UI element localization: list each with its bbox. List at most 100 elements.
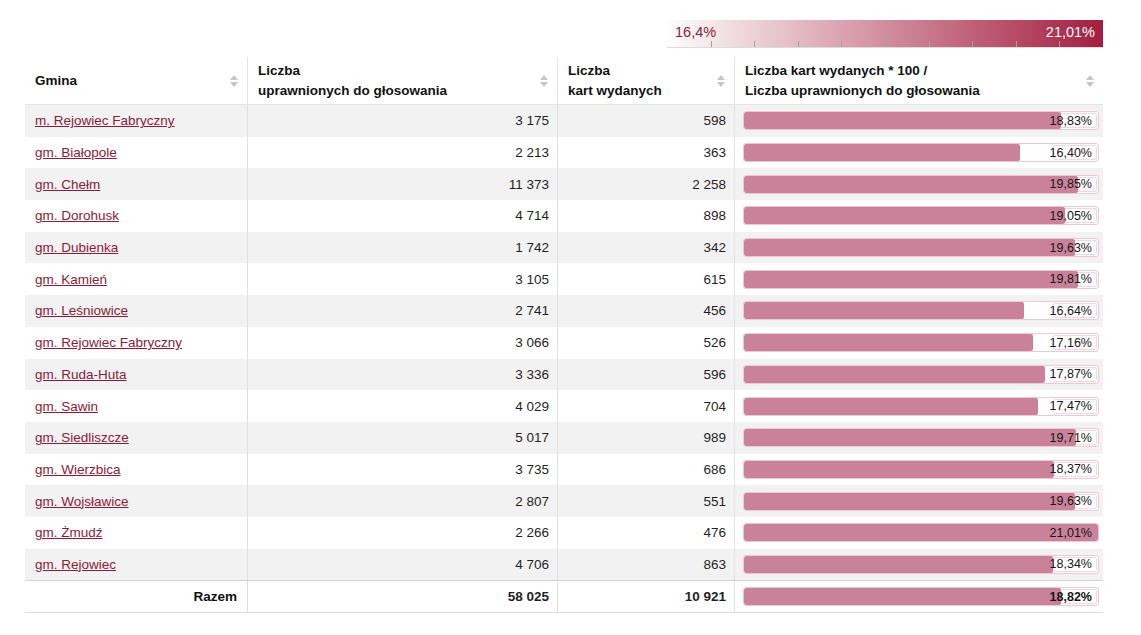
karty-value: 898: [703, 208, 726, 223]
uprawnieni-value: 11 373: [509, 177, 549, 192]
percent-bar-fill: [744, 493, 1075, 510]
karty-value: 476: [703, 525, 726, 540]
karty-cell: 596: [558, 359, 735, 391]
percent-bar: 17,16%: [743, 333, 1099, 352]
karty-value: 598: [703, 113, 726, 128]
gmina-link[interactable]: gm. Leśniowice: [35, 303, 128, 318]
uprawnieni-cell: 11 373: [248, 168, 558, 200]
table-body: m. Rejowiec Fabryczny 3 175 598 18,83% g…: [25, 105, 1103, 580]
percent-bar-fill: [744, 398, 1038, 415]
sort-icon[interactable]: [1086, 75, 1094, 87]
column-header-procent[interactable]: Liczba kart wydanych * 100 /Liczba upraw…: [735, 57, 1103, 104]
table-row: gm. Sawin 4 029 704 17,47%: [25, 390, 1103, 422]
color-scale-legend: 16,4% 21,01%: [667, 20, 1103, 48]
percent-bar: 19,81%: [743, 270, 1099, 289]
percent-label: 18,83%: [1050, 112, 1092, 129]
karty-value: 989: [703, 430, 726, 445]
column-header-label: Liczba kart wydanych * 100 /Liczba upraw…: [745, 61, 1077, 100]
gmina-link[interactable]: gm. Sawin: [35, 399, 98, 414]
percent-bar: 18,83%: [743, 111, 1099, 130]
karty-cell: 898: [558, 200, 735, 232]
percent-label: 19,85%: [1050, 176, 1092, 193]
karty-cell: 476: [558, 517, 735, 549]
uprawnieni-value: 3 175: [515, 113, 549, 128]
gmina-link[interactable]: gm. Kamień: [35, 272, 107, 287]
uprawnieni-cell: 3 735: [248, 454, 558, 486]
gmina-link[interactable]: gm. Rejowiec: [35, 557, 116, 572]
karty-cell: 598: [558, 105, 735, 137]
table-row: gm. Białopole 2 213 363 16,40%: [25, 137, 1103, 169]
uprawnieni-cell: 2 213: [248, 137, 558, 169]
percent-cell: 17,87%: [735, 359, 1103, 391]
karty-cell: 615: [558, 263, 735, 295]
karty-value: 596: [703, 367, 726, 382]
uprawnieni-value: 3 105: [515, 272, 549, 287]
legend-tick: [972, 41, 973, 47]
legend-max-label: 21,01%: [1046, 24, 1095, 40]
gmina-link[interactable]: gm. Siedliszcze: [35, 430, 129, 445]
karty-cell: 551: [558, 485, 735, 517]
gmina-cell: gm. Kamień: [25, 263, 248, 295]
uprawnieni-cell: 5 017: [248, 422, 558, 454]
gmina-link[interactable]: gm. Ruda-Huta: [35, 367, 127, 382]
uprawnieni-cell: 4 029: [248, 390, 558, 422]
gmina-link[interactable]: gm. Rejowiec Fabryczny: [35, 335, 182, 350]
sort-icon[interactable]: [230, 75, 238, 87]
gmina-link[interactable]: gm. Dorohusk: [35, 208, 119, 223]
percent-bar-fill: [744, 302, 1024, 319]
gmina-link[interactable]: gm. Żmudź: [35, 525, 103, 540]
legend-tick: [711, 41, 712, 47]
sort-icon[interactable]: [540, 75, 548, 87]
karty-value: 704: [703, 399, 726, 414]
percent-label: 18,34%: [1050, 556, 1092, 573]
uprawnieni-cell: 4 714: [248, 200, 558, 232]
percent-bar: 19,05%: [743, 206, 1099, 225]
percent-bar: 17,47%: [743, 397, 1099, 416]
percent-cell: 19,85%: [735, 168, 1103, 200]
gmina-link[interactable]: gm. Wojsławice: [35, 494, 129, 509]
table-row: gm. Rejowiec 4 706 863 18,34%: [25, 549, 1103, 581]
karty-value: 551: [703, 494, 726, 509]
column-header-uprawnieni[interactable]: Liczbauprawnionych do głosowania: [248, 57, 558, 104]
uprawnieni-value: 4 714: [515, 208, 549, 223]
gmina-link[interactable]: m. Rejowiec Fabryczny: [35, 113, 175, 128]
percent-label: 21,01%: [1050, 524, 1092, 541]
gmina-link[interactable]: gm. Wierzbica: [35, 462, 121, 477]
percent-bar: 18,37%: [743, 460, 1099, 479]
percent-cell: 17,47%: [735, 390, 1103, 422]
percent-label: 19,81%: [1050, 271, 1092, 288]
karty-cell: 2 258: [558, 168, 735, 200]
karty-value: 615: [703, 272, 726, 287]
percent-bar-fill: [744, 239, 1075, 256]
total-percent-cell: 18,82%: [735, 581, 1103, 612]
total-uprawnieni-value: 58 025: [508, 589, 549, 604]
gmina-link[interactable]: gm. Chełm: [35, 177, 100, 192]
sort-icon[interactable]: [717, 75, 725, 87]
percent-bar: 18,34%: [743, 555, 1099, 574]
percent-bar: 19,63%: [743, 238, 1099, 257]
gmina-cell: gm. Wojsławice: [25, 485, 248, 517]
table-row: gm. Rejowiec Fabryczny 3 066 526 17,16%: [25, 327, 1103, 359]
table-row: gm. Wojsławice 2 807 551 19,63%: [25, 485, 1103, 517]
gmina-cell: gm. Sawin: [25, 390, 248, 422]
karty-value: 2 258: [692, 177, 726, 192]
column-header-karty[interactable]: Liczbakart wydanych: [558, 57, 735, 104]
percent-label: 19,71%: [1050, 429, 1092, 446]
percent-label: 17,87%: [1050, 366, 1092, 383]
percent-bar-fill: [744, 556, 1053, 573]
total-label-cell: Razem: [25, 581, 248, 612]
percent-bar: 16,40%: [743, 143, 1099, 162]
percent-label: 18,37%: [1050, 461, 1092, 478]
gmina-link[interactable]: gm. Dubienka: [35, 240, 118, 255]
percent-bar: 21,01%: [743, 523, 1099, 542]
uprawnieni-value: 2 807: [515, 494, 549, 509]
percent-label: 16,64%: [1050, 302, 1092, 319]
gmina-link[interactable]: gm. Białopole: [35, 145, 117, 160]
percent-bar-fill: [744, 524, 1098, 541]
gmina-cell: gm. Białopole: [25, 137, 248, 169]
percent-bar: 17,87%: [743, 365, 1099, 384]
percent-bar-fill: [744, 429, 1076, 446]
column-header-gmina[interactable]: Gmina: [25, 57, 248, 104]
legend-tick: [1016, 41, 1017, 47]
uprawnieni-cell: 2 266: [248, 517, 558, 549]
